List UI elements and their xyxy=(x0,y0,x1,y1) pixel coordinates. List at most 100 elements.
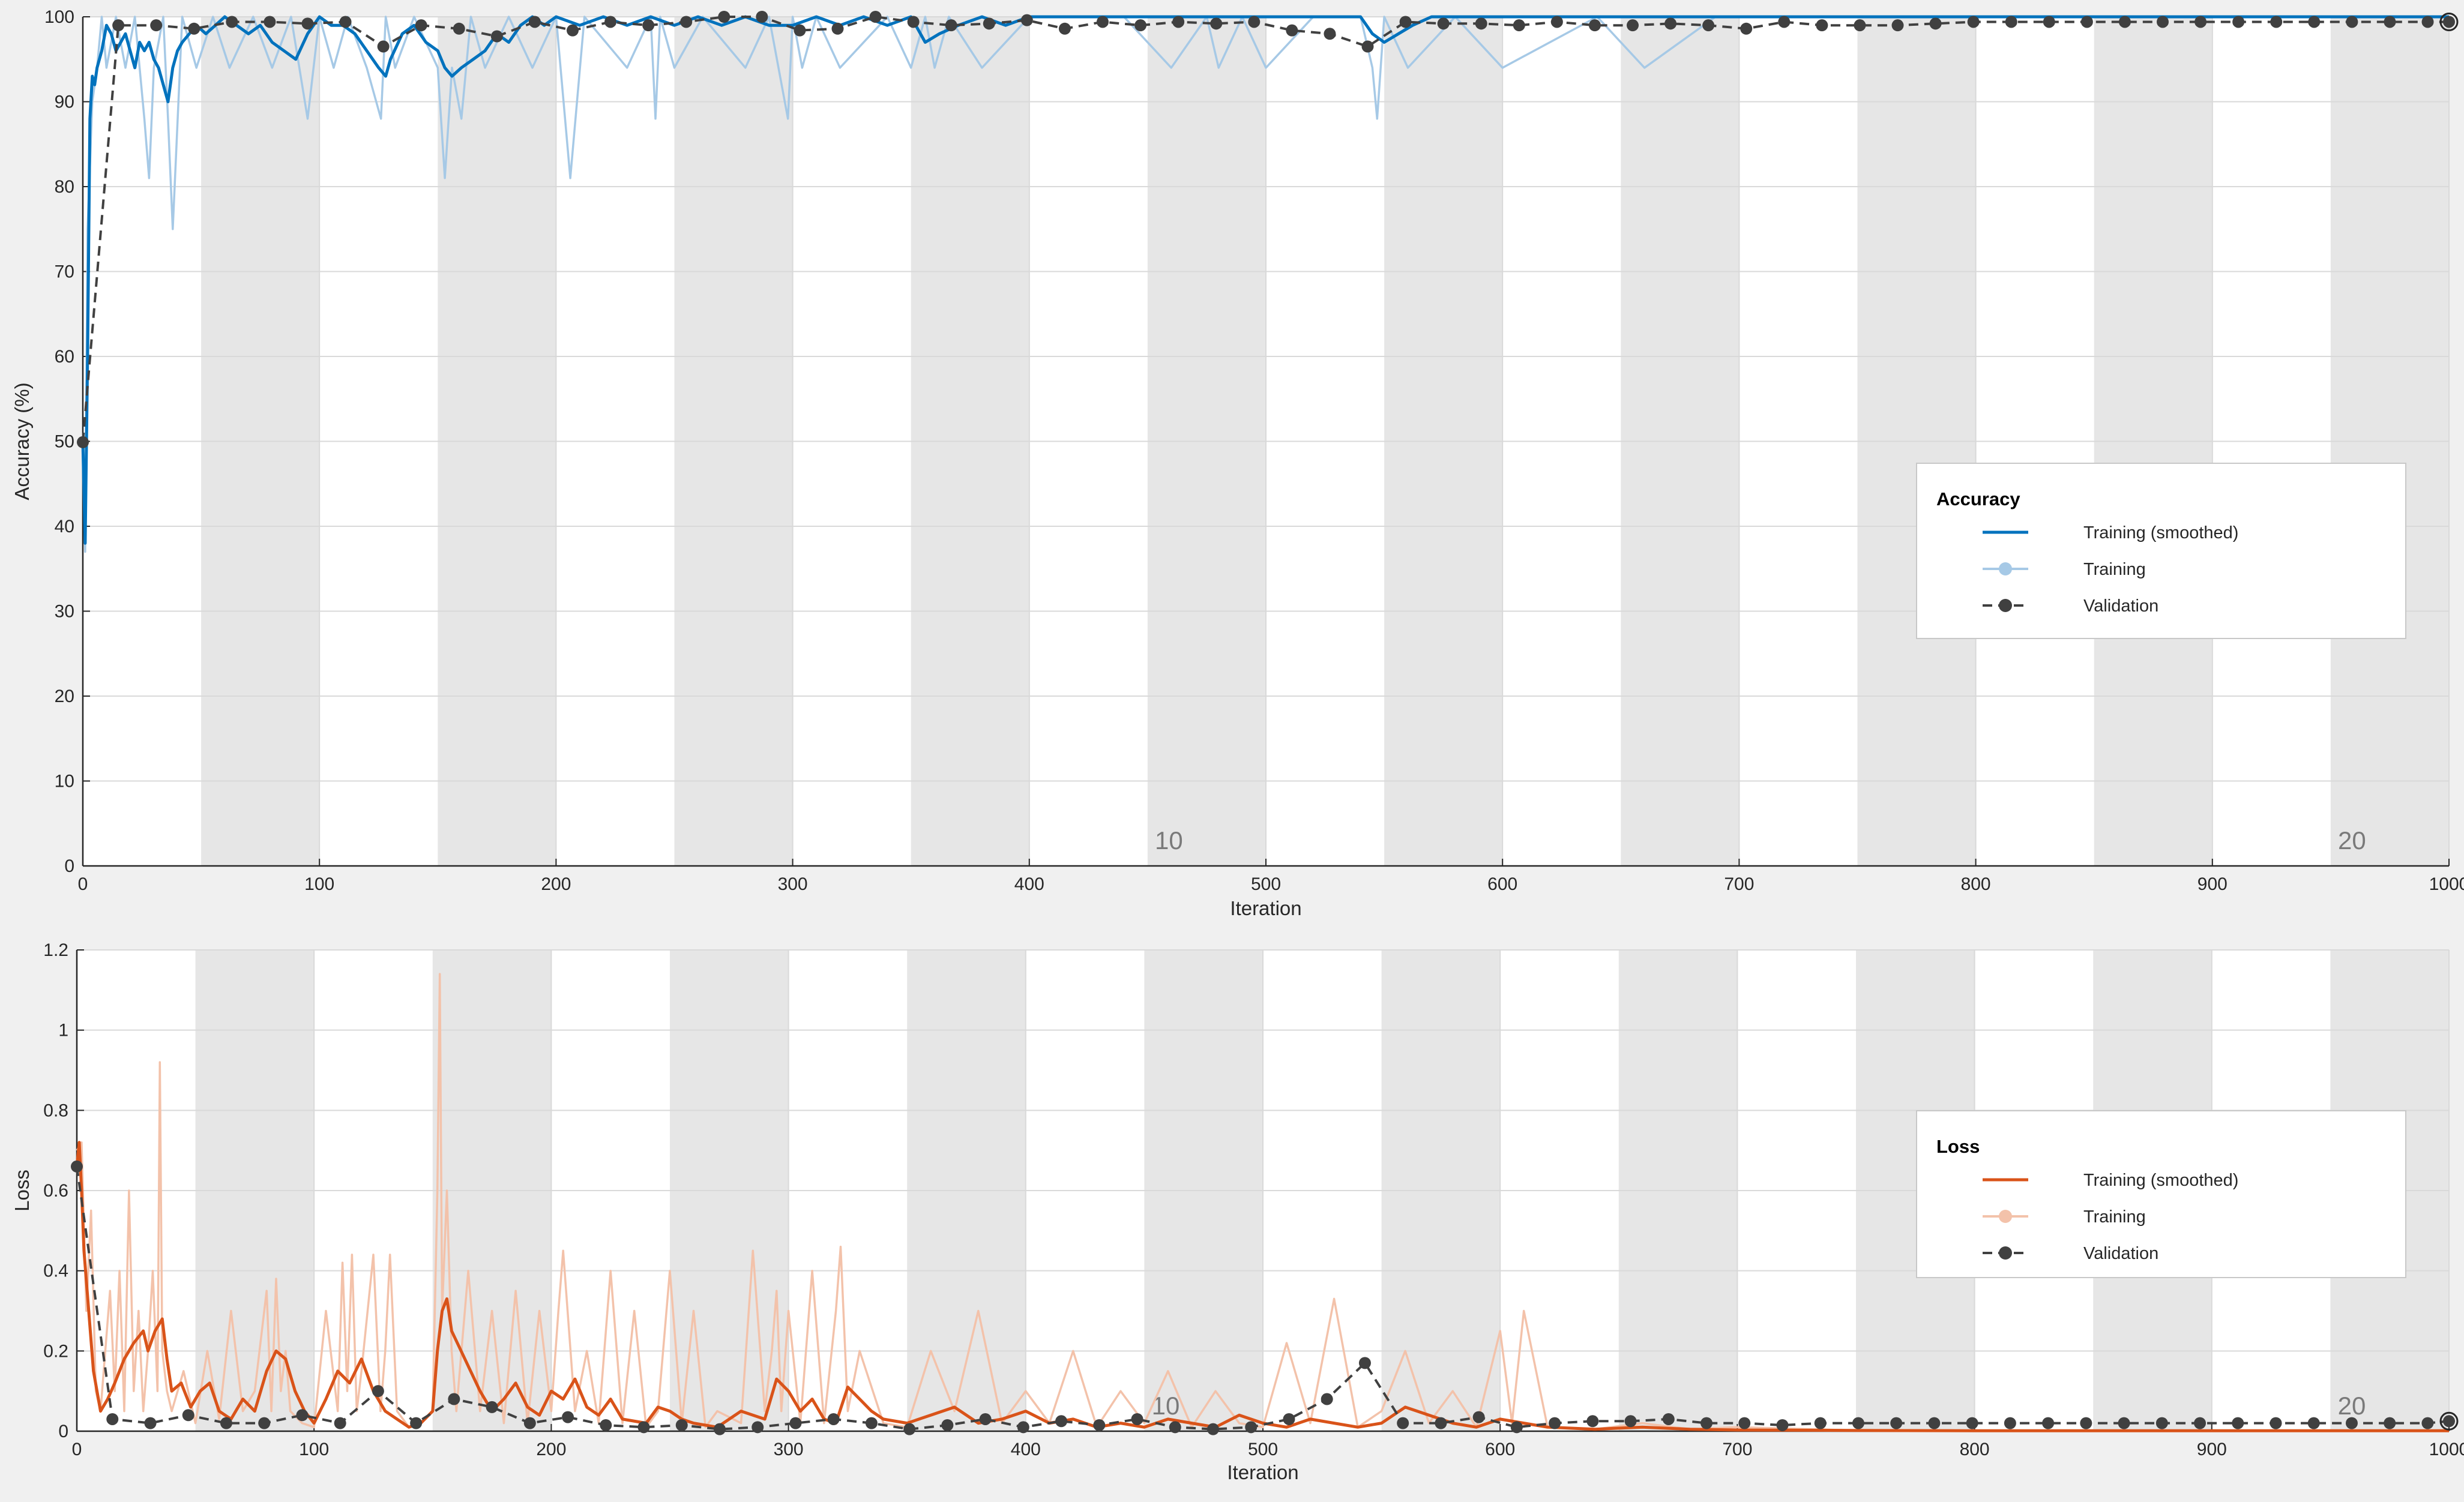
accuracy-legend-title: Accuracy xyxy=(1936,488,2020,509)
loss-y-tick-label: 0 xyxy=(58,1422,68,1441)
accuracy-y-tick-label: 50 xyxy=(55,432,74,452)
accuracy-legend-entry: Training xyxy=(2083,560,2146,579)
loss-validation-point xyxy=(1321,1393,1333,1405)
loss-x-tick-label: 300 xyxy=(774,1440,804,1459)
loss-x-tick-label: 800 xyxy=(1960,1440,1990,1459)
accuracy-validation-point xyxy=(1437,17,1450,30)
accuracy-legend-swatch-training-dot xyxy=(1999,562,2012,575)
accuracy-validation-point xyxy=(2346,16,2358,28)
loss-validation-point xyxy=(979,1413,992,1425)
loss-y-tick-label: 1.2 xyxy=(43,940,68,960)
loss-x-axis-label: Iteration xyxy=(1227,1461,1298,1483)
accuracy-validation-point xyxy=(1324,28,1336,40)
accuracy-y-tick-label: 100 xyxy=(44,7,74,27)
accuracy-x-tick-label: 900 xyxy=(2197,874,2228,894)
accuracy-validation-point xyxy=(415,19,427,32)
accuracy-validation-point xyxy=(2043,16,2055,28)
loss-validation-point xyxy=(1283,1413,1295,1425)
accuracy-validation-point xyxy=(264,16,276,28)
loss-x-tick-label: 600 xyxy=(1485,1440,1515,1459)
accuracy-validation-point xyxy=(1361,40,1374,53)
loss-y-tick-label: 0.2 xyxy=(43,1341,68,1361)
loss-plot: 0 0.2 0.4 0.6 0.8 1 1.2 0 100 200 300 400 500 600 700 8… xyxy=(11,938,2464,1493)
loss-validation-point xyxy=(372,1385,384,1398)
accuracy-validation-point xyxy=(1020,14,1033,26)
loss-legend-entry: Training (smoothed) xyxy=(2083,1171,2238,1190)
accuracy-validation-point xyxy=(1816,19,1828,32)
loss-validation-point xyxy=(144,1417,157,1429)
loss-validation-point xyxy=(2270,1417,2282,1429)
loss-validation-point xyxy=(1093,1419,1106,1431)
accuracy-validation-point xyxy=(869,11,882,23)
accuracy-validation-point xyxy=(188,22,200,35)
loss-validation-point xyxy=(1852,1417,1864,1429)
loss-training-line xyxy=(76,973,2449,1432)
loss-y-tick-label: 0.8 xyxy=(43,1101,68,1120)
accuracy-validation-point xyxy=(1702,19,1715,32)
accuracy-epoch-label: 10 xyxy=(1155,826,1183,855)
accuracy-y-tick-label: 60 xyxy=(55,347,74,367)
accuracy-validation-point xyxy=(77,436,89,448)
accuracy-validation-point xyxy=(301,17,314,30)
accuracy-validation-point xyxy=(2118,16,2131,28)
loss-validation-point xyxy=(2232,1417,2244,1429)
accuracy-y-tick-label: 10 xyxy=(55,772,74,792)
accuracy-validation-point xyxy=(1058,22,1071,35)
loss-x-tick-label: 500 xyxy=(1248,1440,1278,1459)
loss-validation-point xyxy=(941,1419,954,1431)
accuracy-validation-point xyxy=(2421,16,2434,28)
accuracy-validation-point xyxy=(1740,22,1753,35)
loss-x-tick-label: 200 xyxy=(536,1440,566,1459)
accuracy-validation-point xyxy=(1097,16,1109,28)
loss-validation-point xyxy=(1055,1415,1068,1428)
loss-validation-point xyxy=(2080,1417,2092,1429)
accuracy-validation-point xyxy=(1475,17,1487,30)
loss-legend-entry: Validation xyxy=(2083,1244,2158,1263)
accuracy-validation-point xyxy=(2157,16,2169,28)
loss-legend-title: Loss xyxy=(1936,1136,1980,1157)
loss-validation-point xyxy=(713,1423,726,1435)
accuracy-validation-point xyxy=(1172,16,1185,28)
accuracy-validation-point xyxy=(1891,19,1904,32)
loss-epoch-label: 20 xyxy=(2338,1392,2366,1420)
accuracy-validation-point xyxy=(983,17,995,30)
loss-validation-point xyxy=(1131,1413,1143,1425)
accuracy-validation-point xyxy=(112,19,125,32)
accuracy-validation-point xyxy=(1513,19,1525,32)
loss-validation-point xyxy=(182,1409,194,1422)
loss-validation-point xyxy=(2384,1417,2396,1429)
loss-validation-point xyxy=(258,1417,271,1429)
accuracy-final-marker-dot xyxy=(2444,17,2454,27)
loss-validation-point xyxy=(752,1421,764,1434)
loss-validation-point xyxy=(2042,1417,2055,1429)
loss-legend-swatch-training-dot xyxy=(1999,1210,2012,1223)
loss-validation-point xyxy=(486,1401,498,1413)
accuracy-validation-point xyxy=(1550,16,1563,28)
loss-y-axis-label: Loss xyxy=(11,1170,33,1212)
accuracy-validation-point xyxy=(2270,16,2283,28)
accuracy-validation-point xyxy=(226,16,238,28)
accuracy-training-line xyxy=(82,16,2449,553)
loss-validation-point xyxy=(2307,1417,2320,1429)
accuracy-validation-point xyxy=(642,19,655,32)
loss-validation-point xyxy=(675,1419,688,1431)
loss-validation-point xyxy=(1928,1417,1941,1429)
accuracy-validation-point xyxy=(718,11,730,23)
loss-x-tick-label: 100 xyxy=(299,1440,329,1459)
loss-validation-point xyxy=(448,1393,460,1405)
accuracy-validation-point xyxy=(566,24,579,37)
loss-validation-point xyxy=(296,1409,309,1422)
accuracy-y-axis-label: Accuracy (%) xyxy=(11,382,33,500)
loss-validation-point xyxy=(2155,1417,2168,1429)
loss-validation-point xyxy=(1586,1415,1599,1428)
loss-validation-point xyxy=(1700,1417,1713,1429)
accuracy-x-tick-label: 200 xyxy=(541,874,571,894)
loss-validation-point xyxy=(334,1417,346,1429)
accuracy-y-tick-label: 90 xyxy=(55,92,74,112)
loss-final-marker-dot xyxy=(2444,1416,2454,1426)
loss-validation-point xyxy=(1358,1357,1371,1369)
loss-validation-point xyxy=(523,1417,536,1429)
accuracy-legend-box xyxy=(1916,463,2406,639)
